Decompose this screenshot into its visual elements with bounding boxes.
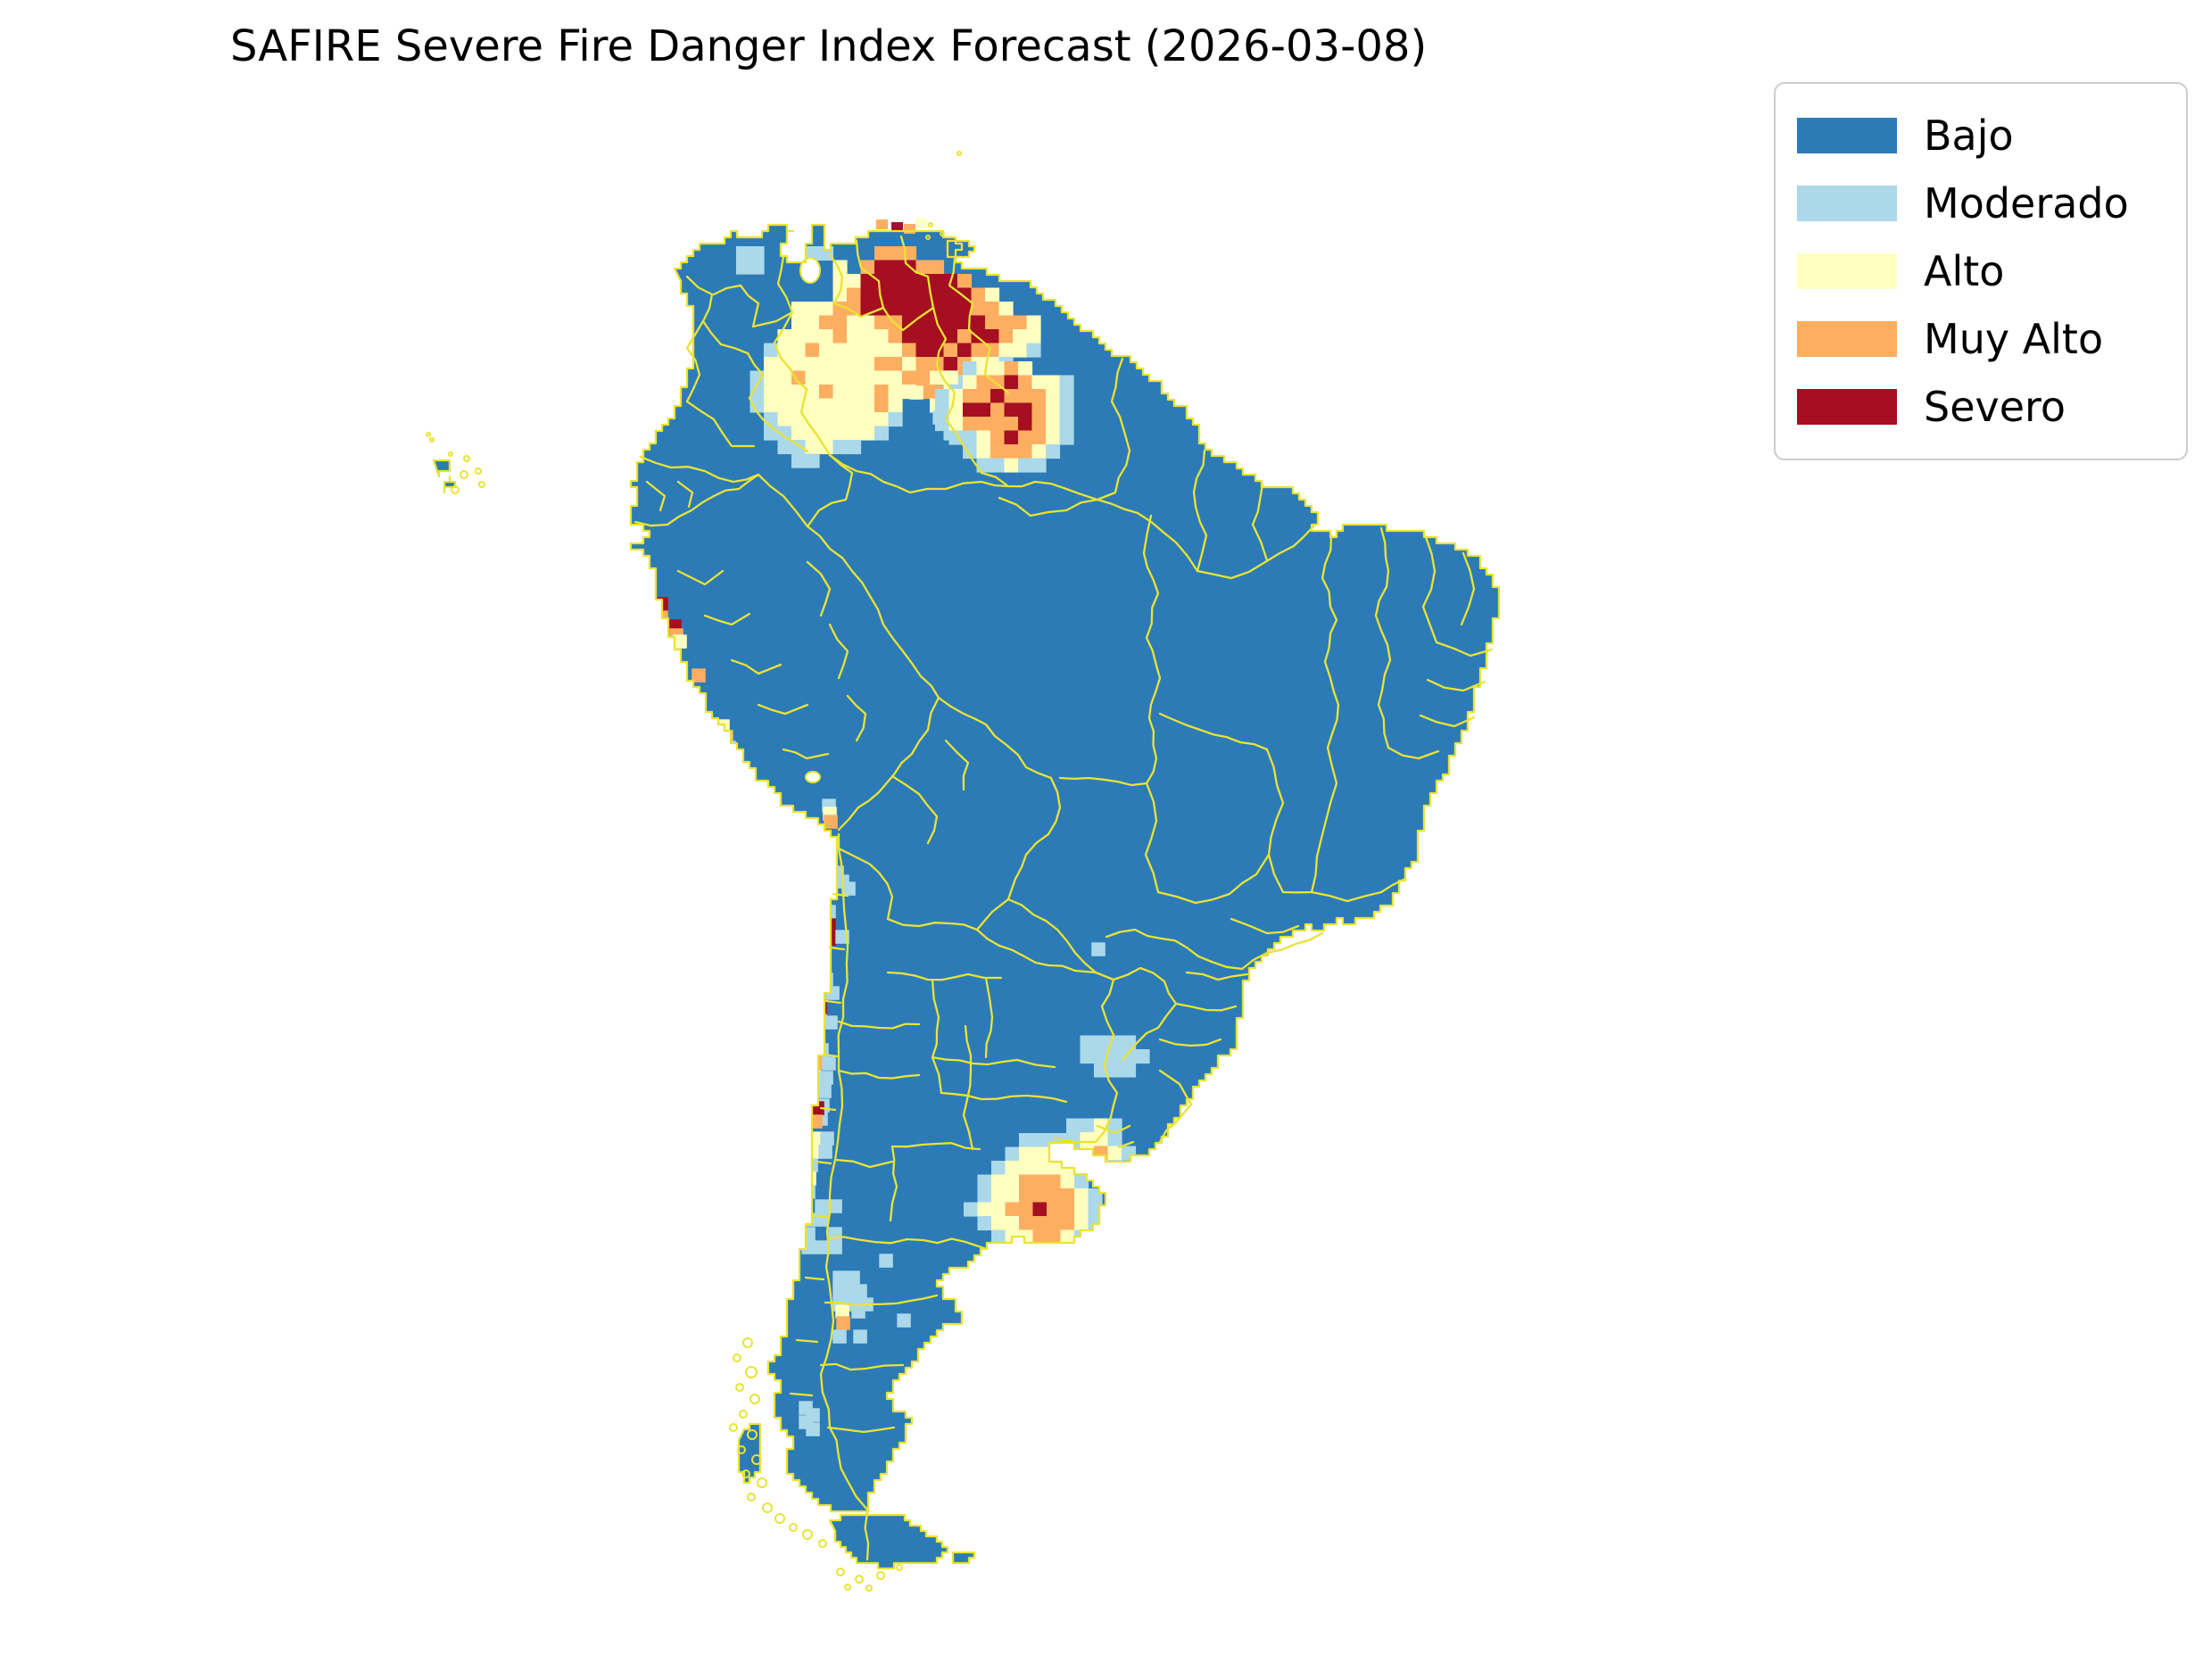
lake-titicaca: [805, 771, 821, 783]
legend-swatch: [1797, 118, 1897, 153]
legend-swatch: [1797, 253, 1897, 289]
offshore-island-cells: [876, 219, 927, 234]
lake-maracaibo: [799, 257, 821, 284]
legend-item-severo: Severo: [1797, 373, 2165, 441]
legend-label: Severo: [1924, 383, 2066, 431]
legend-swatch: [1797, 389, 1897, 425]
legend-item-muy-alto: Muy Alto: [1797, 305, 2165, 373]
figure-title: SAFIRE Severe Fire Danger Index Forecast…: [230, 21, 1428, 71]
admin-borders: [432, 223, 1501, 1570]
legend-item-moderado: Moderado: [1797, 170, 2165, 237]
galapagos-santa-cruz: [444, 476, 455, 492]
tierra-del-fuego: [830, 1515, 948, 1568]
lakes-layer: [799, 257, 821, 783]
legend-item-bajo: Bajo: [1797, 102, 2165, 170]
legend-label: Moderado: [1924, 179, 2129, 228]
legend-label: Bajo: [1924, 112, 2014, 160]
islet-outlines: [426, 151, 962, 1592]
legend: Bajo Moderado Alto Muy Alto Severo: [1774, 82, 2188, 460]
fire-danger-raster: [654, 246, 1150, 1436]
legend-item-alto: Alto: [1797, 237, 2165, 305]
legend-swatch: [1797, 321, 1897, 357]
land-layer: [434, 225, 1499, 1568]
legend-label: Muy Alto: [1924, 315, 2104, 363]
legend-label: Alto: [1924, 247, 2005, 295]
legend-swatch: [1797, 186, 1897, 221]
